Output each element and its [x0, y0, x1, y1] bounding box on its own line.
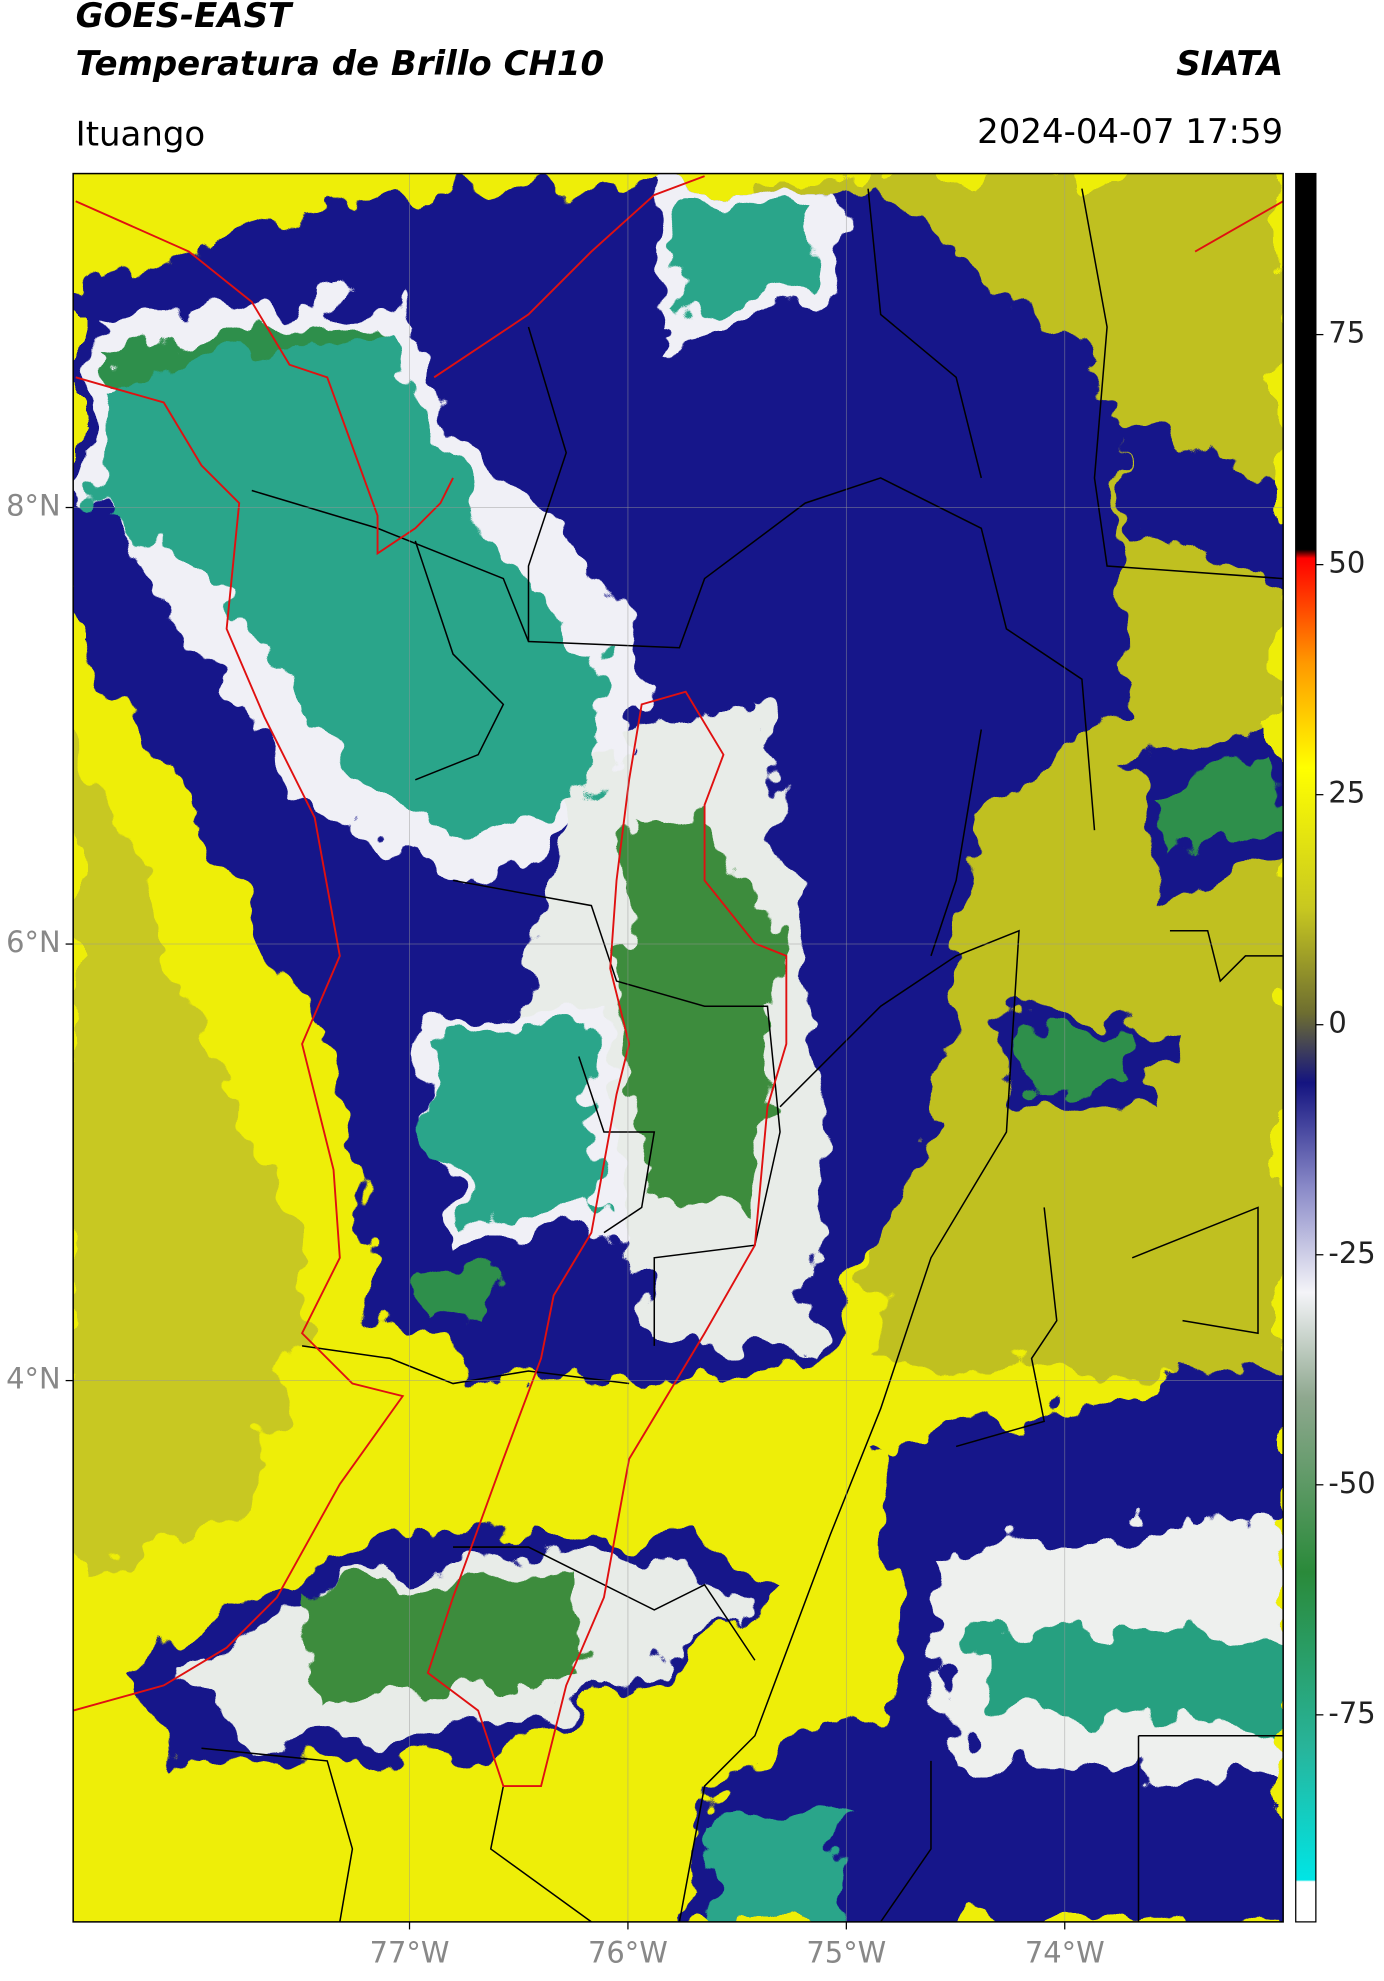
x-tick-label: 77°W [370, 1936, 450, 1970]
colorbar-tick-label: 25 [1328, 776, 1365, 810]
antioquia-coast-outline [73, 175, 1284, 1787]
satellite-image [73, 173, 1284, 1922]
colorbar-tick-label: 75 [1328, 316, 1365, 350]
y-tick-label: 4°N [6, 1362, 60, 1396]
colorbar-tick-label: -25 [1328, 1236, 1375, 1270]
timestamp: 2024-04-07 17:59 [977, 112, 1283, 152]
colorbar-tick-label: -75 [1328, 1696, 1375, 1730]
colorbar-tick-label: 0 [1328, 1006, 1346, 1040]
x-tick-label: 76°W [588, 1936, 668, 1970]
y-tick-label: 6°N [6, 925, 60, 959]
colorbar-tick-label: 50 [1328, 546, 1365, 580]
map-frame [72, 172, 1284, 1923]
y-tick-label: 8°N [6, 489, 60, 523]
x-tick-label: 75°W [806, 1936, 886, 1970]
colorbar-tick-label: -50 [1328, 1466, 1375, 1500]
borders [201, 188, 1284, 1922]
title: GOES-EAST [76, 0, 294, 36]
region: Ituango [76, 114, 206, 154]
source: SIATA [1176, 44, 1283, 84]
colorbar [1295, 172, 1317, 1923]
grid [73, 173, 1284, 1922]
x-tick-label: 74°W [1025, 1936, 1105, 1970]
subtitle: Temperatura de Brillo CH10 [76, 44, 604, 84]
